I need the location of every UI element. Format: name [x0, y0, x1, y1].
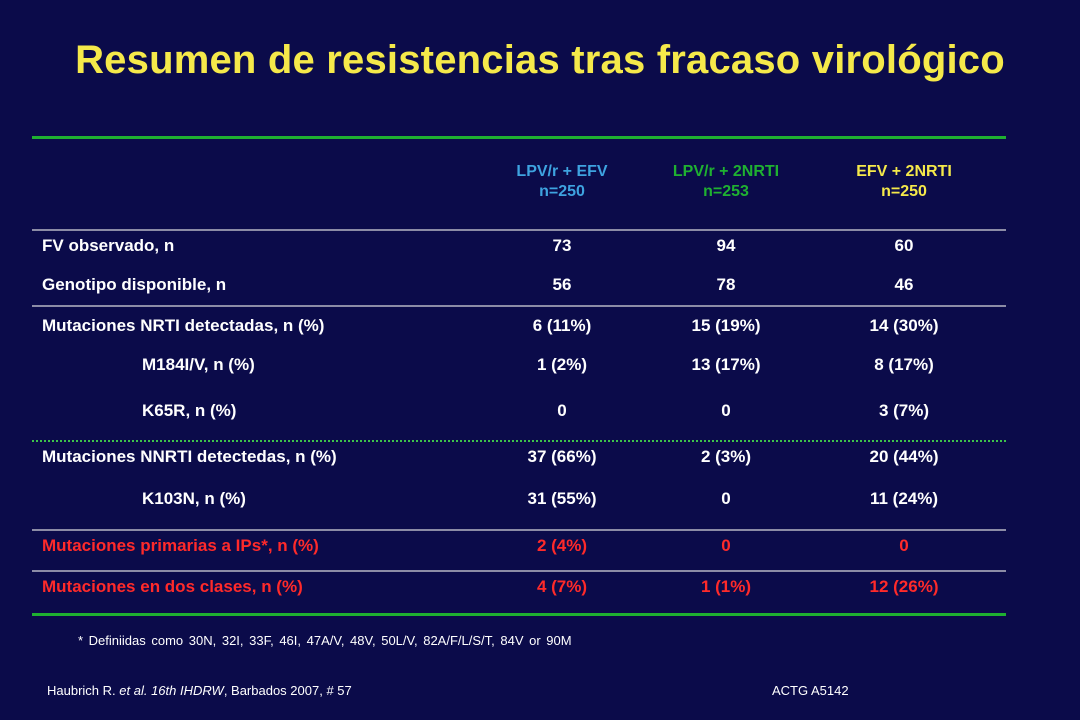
table-cell: 60 [894, 236, 914, 255]
table-cell: 12 (26%) [869, 577, 939, 596]
row-label: M184I/V, n (%) [142, 355, 255, 374]
table-cell: 2 (3%) [700, 447, 752, 466]
row-label: Mutaciones NRTI detectadas, n (%) [42, 316, 325, 335]
table-cell: 1 (1%) [700, 577, 752, 596]
reference-citation: Haubrich R. et al. 16th IHDRW, Barbados … [47, 683, 352, 698]
table-cell: 8 (17%) [874, 355, 934, 374]
row-label: Genotipo disponible, n [42, 275, 227, 294]
table-row-m184iv: M184I/V, n (%) 1 (2%) 13 (17%) 8 (17%) [0, 355, 1080, 379]
table-cell: 3 (7%) [878, 401, 930, 420]
table-cell: 94 [716, 236, 736, 255]
row-label: Mutaciones en dos clases, n (%) [42, 577, 303, 596]
column-header-lpvr-efv: LPV/r + EFV n=250 [472, 162, 652, 202]
reference-meeting: 16th IHDRW [151, 683, 224, 698]
table-cell: 31 (55%) [527, 489, 597, 508]
row-label: K103N, n (%) [142, 489, 246, 508]
table-cell: 1 (2%) [536, 355, 588, 374]
reference-rest: , Barbados 2007, # 57 [223, 683, 352, 698]
table-row-genotipo: Genotipo disponible, n 56 78 46 [0, 275, 1080, 299]
column-header-lpvr-2nrti: LPV/r + 2NRTI n=253 [636, 162, 816, 202]
table-cell: 56 [552, 275, 572, 294]
table-cell: 6 (11%) [532, 316, 592, 335]
table-cell: 0 [721, 536, 731, 555]
reference-etal: et al. [119, 683, 148, 698]
table-row-fv-observado: FV observado, n 73 94 60 [0, 236, 1080, 260]
table-row-ip-primarias: Mutaciones primarias a IPs*, n (%) 2 (4%… [0, 536, 1080, 560]
table-top-rule [32, 136, 1006, 139]
table-cell: 73 [552, 236, 572, 255]
table-row-k65r: K65R, n (%) 0 0 3 (7%) [0, 401, 1080, 425]
table-cell: 37 (66%) [527, 447, 597, 466]
column-header-efv-2nrti: EFV + 2NRTI n=250 [814, 162, 994, 202]
table-cell: 0 [721, 401, 731, 420]
row-label: Mutaciones primarias a IPs*, n (%) [42, 536, 319, 555]
table-cell: 4 (7%) [536, 577, 588, 596]
table-cell: 2 (4%) [536, 536, 588, 555]
table-cell: 0 [721, 489, 731, 508]
row-separator-nnrti [32, 440, 1006, 442]
table-cell: 78 [716, 275, 736, 294]
table-cell: 11 (24%) [869, 489, 939, 508]
table-row-dos-clases: Mutaciones en dos clases, n (%) 4 (7%) 1… [0, 577, 1080, 601]
row-label: Mutaciones NNRTI detectedas, n (%) [42, 447, 337, 466]
column-header-name: LPV/r + EFV [516, 163, 608, 180]
column-header-name: EFV + 2NRTI [856, 163, 952, 180]
header-separator [32, 229, 1006, 231]
study-label: ACTG A5142 [772, 683, 849, 698]
row-label: K65R, n (%) [142, 401, 237, 420]
table-cell: 20 (44%) [869, 447, 939, 466]
table-cell: 14 (30%) [869, 316, 939, 335]
table-row-nrti: Mutaciones NRTI detectadas, n (%) 6 (11%… [0, 316, 1080, 340]
column-header-name: LPV/r + 2NRTI [672, 163, 780, 180]
row-separator-ip [32, 529, 1006, 531]
table-cell: 0 [899, 536, 909, 555]
row-label: FV observado, n [42, 236, 175, 255]
reference-authors: Haubrich R. [47, 683, 116, 698]
page-title: Resumen de resistencias tras fracaso vir… [75, 38, 1005, 82]
table-row-k103n: K103N, n (%) 31 (55%) 0 11 (24%) [0, 489, 1080, 513]
table-cell: 13 (17%) [691, 355, 761, 374]
row-separator-nrti [32, 305, 1006, 307]
row-separator-two-classes [32, 570, 1006, 572]
column-header-n: n=250 [539, 183, 585, 200]
table-cell: 46 [894, 275, 914, 294]
table-row-nnrti: Mutaciones NNRTI detectedas, n (%) 37 (6… [0, 447, 1080, 471]
table-cell: 15 (19%) [691, 316, 761, 335]
table-cell: 0 [557, 401, 567, 420]
column-header-n: n=253 [703, 183, 749, 200]
column-header-n: n=250 [881, 183, 927, 200]
footnote: * Definiidas como 30N, 32I, 33F, 46I, 47… [78, 633, 572, 648]
table-bottom-rule [32, 613, 1006, 616]
